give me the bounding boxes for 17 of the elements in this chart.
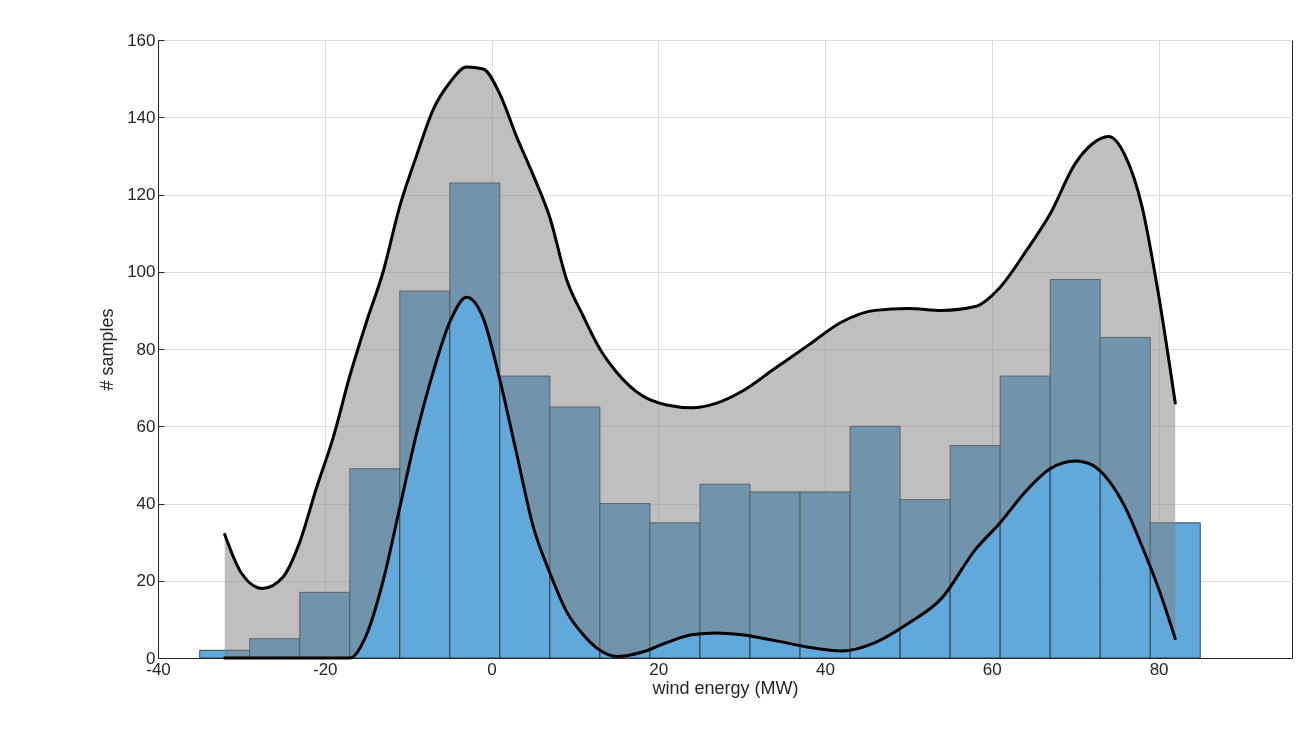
- y-tick-label: 40: [136, 494, 156, 513]
- x-tick-label: 20: [649, 659, 669, 679]
- y-tick-label: 80: [136, 339, 156, 359]
- y-tick-label: 20: [136, 571, 156, 591]
- x-tick-label: 80: [1149, 659, 1169, 679]
- y-axis-title: # samples: [97, 308, 118, 391]
- y-tick-label: 120: [127, 185, 156, 204]
- line-series: [223, 295, 1177, 660]
- y-tick-label: 60: [136, 416, 156, 436]
- x-tick-label: 0: [487, 659, 497, 679]
- y-tick-label: 160: [127, 30, 156, 50]
- x-tick-label: -20: [312, 659, 338, 679]
- y-tick-label: 100: [127, 262, 156, 282]
- x-tick-label: 60: [982, 659, 1002, 679]
- x-axis-title: wind energy (MW): [651, 677, 799, 698]
- y-tick-label: 140: [127, 107, 156, 127]
- x-tick-label: 40: [816, 659, 836, 679]
